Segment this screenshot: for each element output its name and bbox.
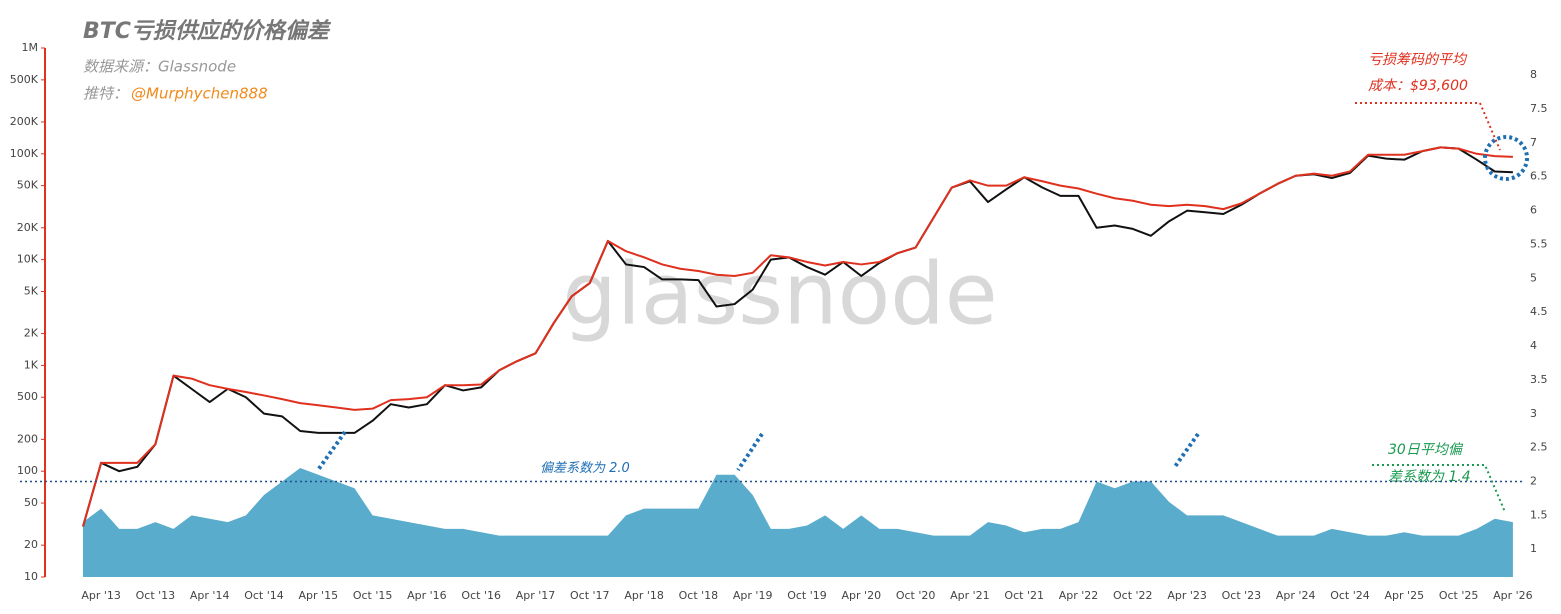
y2-tick-label: 1.5 — [1530, 508, 1548, 521]
y-tick-label: 500K — [10, 73, 39, 86]
y2-tick-label: 8 — [1530, 68, 1537, 81]
y2-tick-label: 5 — [1530, 271, 1537, 284]
threshold-note: 偏差系数为 2.0 — [540, 461, 630, 476]
y-tick-label: 1M — [22, 41, 39, 54]
x-tick-label: Apr '24 — [1276, 589, 1316, 602]
arrow — [1355, 102, 1501, 151]
arrow — [1172, 432, 1200, 470]
x-tick-label: Oct '14 — [244, 589, 284, 602]
x-tick-label: Oct '20 — [896, 589, 936, 602]
y-tick-label: 20K — [17, 221, 39, 234]
y2-tick-label: 3.5 — [1530, 373, 1548, 386]
x-tick-label: Apr '26 — [1493, 589, 1533, 602]
y-tick-label: 10K — [17, 253, 39, 266]
y2-tick-label: 6.5 — [1530, 170, 1548, 183]
avg-note: 30日平均偏 — [1388, 442, 1464, 458]
y-tick-label: 500 — [17, 390, 38, 403]
twitter-handle: @Murphychen888 — [131, 85, 268, 103]
x-tick-label: Apr '25 — [1385, 589, 1425, 602]
x-tick-label: Apr '17 — [516, 589, 556, 602]
x-tick-label: Apr '22 — [1059, 589, 1099, 602]
arrow — [316, 430, 347, 472]
cost-note: 亏损筹码的平均 — [1368, 52, 1468, 68]
x-tick-label: Apr '13 — [81, 589, 121, 602]
y2-tick-label: 2.5 — [1530, 441, 1548, 454]
y2-tick-label: 4.5 — [1530, 305, 1548, 318]
x-tick-label: Oct '16 — [461, 589, 501, 602]
arrows — [316, 135, 1529, 472]
x-tick-label: Oct '15 — [353, 589, 393, 602]
y-tick-label: 200 — [17, 432, 38, 445]
y-tick-label: 20 — [24, 538, 38, 551]
y2-tick-label: 3 — [1530, 407, 1537, 420]
x-tick-label: Oct '19 — [787, 589, 827, 602]
plot: 10 20 50 100 200 500 1K 2K 5K 10K 20K 50K 100K 200K 50… — [10, 41, 1548, 602]
x-tick-label: Apr '18 — [624, 589, 664, 602]
y-tick-label: 1K — [24, 358, 39, 371]
y-tick-label: 100 — [17, 464, 38, 477]
x-tick-label: Apr '16 — [407, 589, 447, 602]
watermark: glassnode — [562, 244, 997, 344]
y2-tick-label: 7.5 — [1530, 102, 1548, 115]
chart-title: BTC亏损供应的价格偏差 — [83, 18, 332, 44]
y-tick-label: 2K — [24, 327, 39, 340]
twitter-prefix: 推特： — [83, 85, 128, 103]
note-arrows — [1355, 102, 1506, 513]
x-tick-label: Apr '15 — [299, 589, 339, 602]
y2-tick-label: 5.5 — [1530, 237, 1548, 250]
y-tick-label: 5K — [24, 284, 39, 297]
x-tick-label: Apr '20 — [842, 589, 882, 602]
source: 数据来源：Glassnode — [83, 58, 236, 76]
y2-tick-label: 4 — [1530, 339, 1537, 352]
arrow — [736, 432, 764, 472]
x-tick-label: Oct '17 — [570, 589, 610, 602]
x-tick-label: Oct '22 — [1113, 589, 1153, 602]
x-tick-label: Apr '19 — [733, 589, 773, 602]
y2-tick-label: 2 — [1530, 474, 1537, 487]
y-tick-label: 50K — [17, 179, 39, 192]
avg-note: 差系数为 1.4 — [1388, 469, 1471, 485]
y-tick-label: 100K — [10, 147, 39, 160]
x-tick-label: Apr '21 — [950, 589, 990, 602]
deviation-area — [83, 467, 1513, 577]
y-tick-label: 10 — [24, 570, 38, 583]
x-tick-label: Apr '23 — [1167, 589, 1207, 602]
x-tick-label: Oct '25 — [1439, 589, 1479, 602]
y-tick-label: 200K — [10, 115, 39, 128]
x-tick-label: Oct '24 — [1330, 589, 1370, 602]
y2-tick-label: 6 — [1530, 204, 1537, 217]
y-tick-label: 50 — [24, 496, 38, 509]
x-tick-label: Oct '21 — [1004, 589, 1044, 602]
cost-note: 成本：$93,600 — [1368, 78, 1468, 94]
price-line — [82, 146, 1513, 527]
x-tick-label: Apr '14 — [190, 589, 230, 602]
y2-tick-label: 1 — [1530, 542, 1537, 555]
x-tick-label: Oct '23 — [1222, 589, 1262, 602]
highlight-circle — [1483, 135, 1529, 181]
y2-tick-label: 7 — [1530, 136, 1537, 149]
x-tick-label: Oct '18 — [679, 589, 719, 602]
x-tick-label: Oct '13 — [136, 589, 176, 602]
